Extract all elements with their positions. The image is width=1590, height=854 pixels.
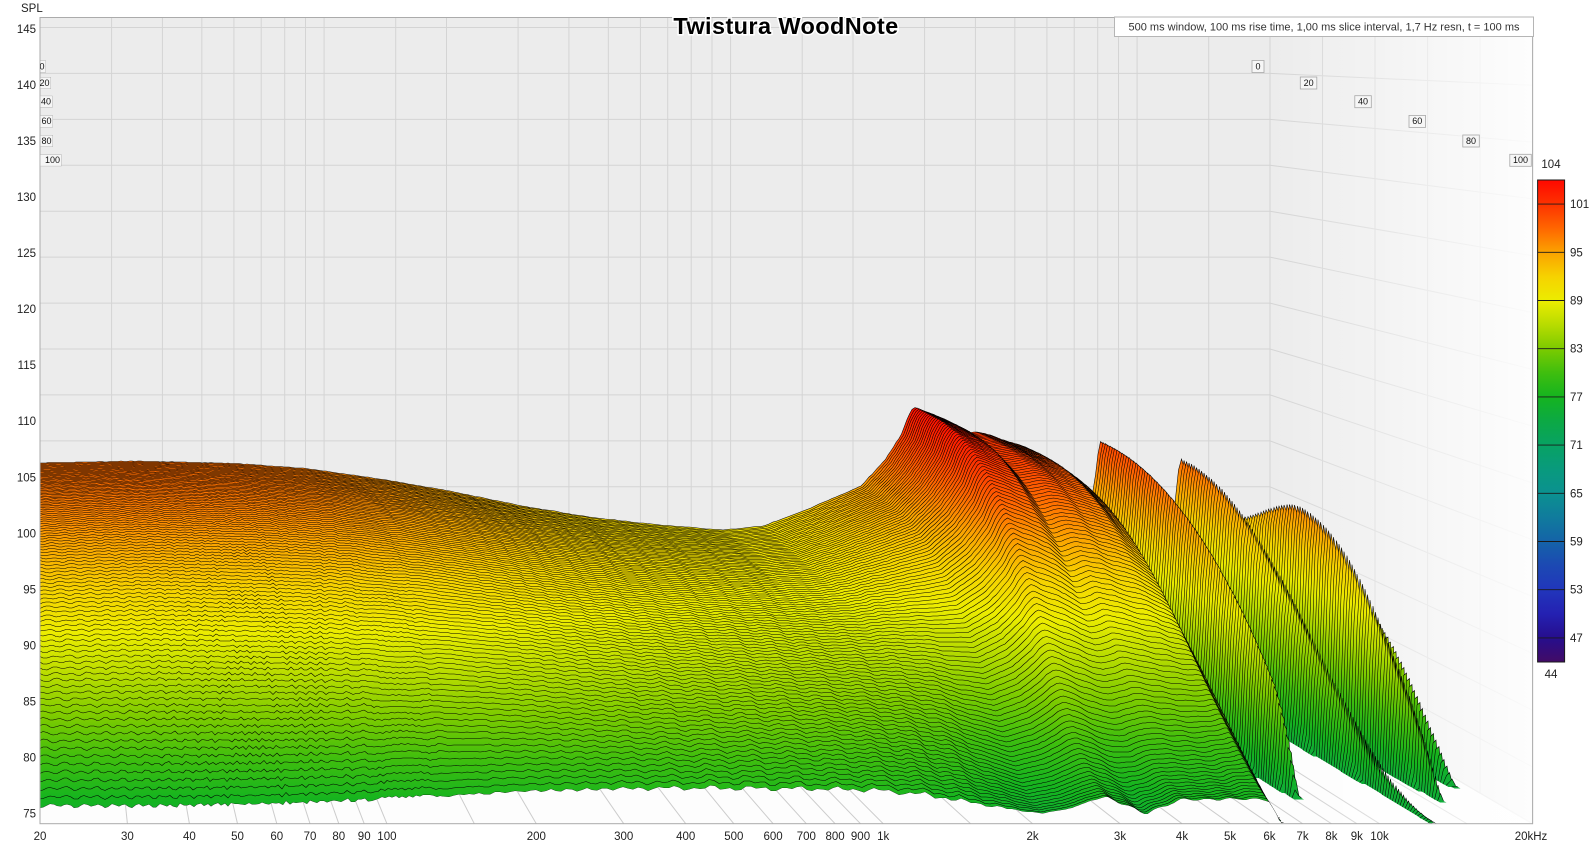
svg-text:120: 120: [17, 304, 36, 316]
svg-text:7k: 7k: [1297, 831, 1309, 843]
svg-text:53: 53: [1570, 585, 1583, 597]
svg-text:135: 135: [17, 136, 36, 148]
svg-text:40: 40: [1358, 97, 1368, 107]
svg-text:40: 40: [183, 831, 196, 843]
svg-text:3k: 3k: [1114, 831, 1126, 843]
svg-text:90: 90: [23, 640, 36, 652]
svg-text:130: 130: [17, 192, 36, 204]
svg-text:Twistura WoodNote: Twistura WoodNote: [673, 13, 898, 39]
svg-text:83: 83: [1570, 344, 1583, 356]
svg-text:105: 105: [17, 472, 36, 484]
svg-text:1k: 1k: [877, 831, 889, 843]
svg-text:75: 75: [23, 809, 36, 821]
svg-text:6k: 6k: [1263, 831, 1275, 843]
svg-text:30: 30: [121, 831, 134, 843]
svg-text:80: 80: [41, 136, 51, 146]
svg-text:200: 200: [527, 831, 546, 843]
svg-text:60: 60: [1412, 116, 1422, 126]
svg-text:2k: 2k: [1027, 831, 1039, 843]
svg-text:70: 70: [304, 831, 317, 843]
svg-text:60: 60: [270, 831, 283, 843]
svg-text:140: 140: [17, 80, 36, 92]
svg-text:400: 400: [676, 831, 695, 843]
svg-text:80: 80: [1466, 136, 1476, 146]
svg-text:10k: 10k: [1370, 831, 1389, 843]
svg-text:110: 110: [18, 416, 36, 428]
svg-text:40: 40: [41, 97, 51, 107]
svg-text:100: 100: [377, 831, 396, 843]
svg-text:101: 101: [1570, 199, 1589, 211]
svg-text:500 ms window, 100 ms rise tim: 500 ms window, 100 ms rise time, 1,00 ms…: [1129, 22, 1520, 34]
svg-text:85: 85: [23, 696, 36, 708]
svg-text:50: 50: [231, 831, 244, 843]
svg-text:125: 125: [17, 248, 36, 260]
svg-text:5k: 5k: [1224, 831, 1236, 843]
svg-text:59: 59: [1570, 537, 1583, 549]
svg-text:104: 104: [1541, 159, 1561, 171]
svg-text:80: 80: [332, 831, 345, 843]
svg-text:9k: 9k: [1351, 831, 1363, 843]
svg-text:300: 300: [614, 831, 633, 843]
svg-text:115: 115: [18, 360, 36, 372]
svg-text:SPL: SPL: [21, 3, 43, 15]
svg-text:20: 20: [1304, 78, 1314, 88]
svg-text:8k: 8k: [1325, 831, 1337, 843]
svg-text:145: 145: [17, 24, 36, 36]
svg-text:90: 90: [358, 831, 371, 843]
svg-text:4k: 4k: [1176, 831, 1188, 843]
svg-text:20kHz: 20kHz: [1515, 831, 1548, 843]
svg-text:89: 89: [1570, 296, 1583, 308]
svg-text:100: 100: [17, 528, 36, 540]
svg-text:95: 95: [23, 584, 36, 596]
svg-text:700: 700: [797, 831, 816, 843]
svg-text:95: 95: [1570, 247, 1583, 259]
svg-text:0: 0: [1255, 61, 1260, 71]
svg-text:0: 0: [39, 61, 44, 71]
svg-text:20: 20: [34, 831, 47, 843]
svg-text:65: 65: [1570, 488, 1583, 500]
svg-text:900: 900: [851, 831, 870, 843]
svg-text:100: 100: [1513, 155, 1528, 165]
svg-text:80: 80: [23, 753, 36, 765]
svg-text:100: 100: [45, 155, 60, 165]
svg-text:20: 20: [39, 78, 49, 88]
svg-text:600: 600: [764, 831, 783, 843]
svg-text:800: 800: [826, 831, 845, 843]
svg-text:500: 500: [724, 831, 743, 843]
svg-text:60: 60: [41, 116, 51, 126]
svg-text:44: 44: [1545, 669, 1558, 681]
svg-text:47: 47: [1570, 633, 1583, 645]
svg-text:71: 71: [1570, 440, 1583, 452]
svg-text:77: 77: [1570, 392, 1583, 404]
